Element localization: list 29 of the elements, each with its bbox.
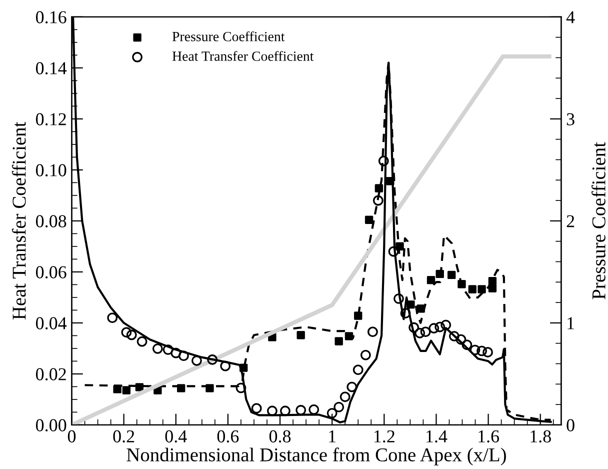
y-tick-label: 0.12 [36, 113, 66, 126]
y2-tick-label: 0 [566, 419, 574, 432]
y2-tick-label: 2 [566, 215, 574, 228]
y2-tick-label: 4 [566, 11, 575, 24]
y-axis-title: Heat Transfer Coefficient [12, 122, 26, 320]
y-tick-label: 0.16 [36, 11, 66, 24]
x-tick-label: 0 [68, 430, 76, 442]
x-tick-label: 1.2 [374, 430, 394, 443]
y2-axis-title: Pressure Coefficient [592, 142, 606, 300]
legend-label: Heat Transfer Coefficient [172, 50, 314, 61]
x-axis-title: Nondimensional Distance from Cone Apex (x/L) [126, 448, 506, 466]
y-tick-label: 0.02 [36, 368, 66, 380]
legend-label: Pressure Coefficient [172, 31, 285, 42]
x-tick-label: 0.8 [269, 430, 291, 443]
y2-tick-label: 3 [566, 113, 574, 126]
y-tick-label: 0.00 [36, 419, 66, 432]
x-tick-label: 0.6 [217, 430, 239, 443]
y-tick-label: 0.08 [36, 215, 66, 228]
x-tick-label: 1.6 [478, 430, 500, 443]
y-tick-label: 0.14 [36, 62, 67, 74]
x-tick-label: 1 [329, 430, 336, 442]
x-tick-label: 1.4 [426, 430, 448, 443]
y-tick-label: 0.06 [36, 266, 66, 278]
y-tick-label: 0.10 [36, 164, 66, 176]
y2-tick-label: 1 [568, 317, 574, 330]
x-tick-label: 0.4 [165, 430, 187, 443]
x-tick-label: 0.2 [113, 430, 134, 443]
y-tick-label: 0.04 [36, 317, 67, 330]
x-tick-label: 1.8 [530, 430, 551, 443]
